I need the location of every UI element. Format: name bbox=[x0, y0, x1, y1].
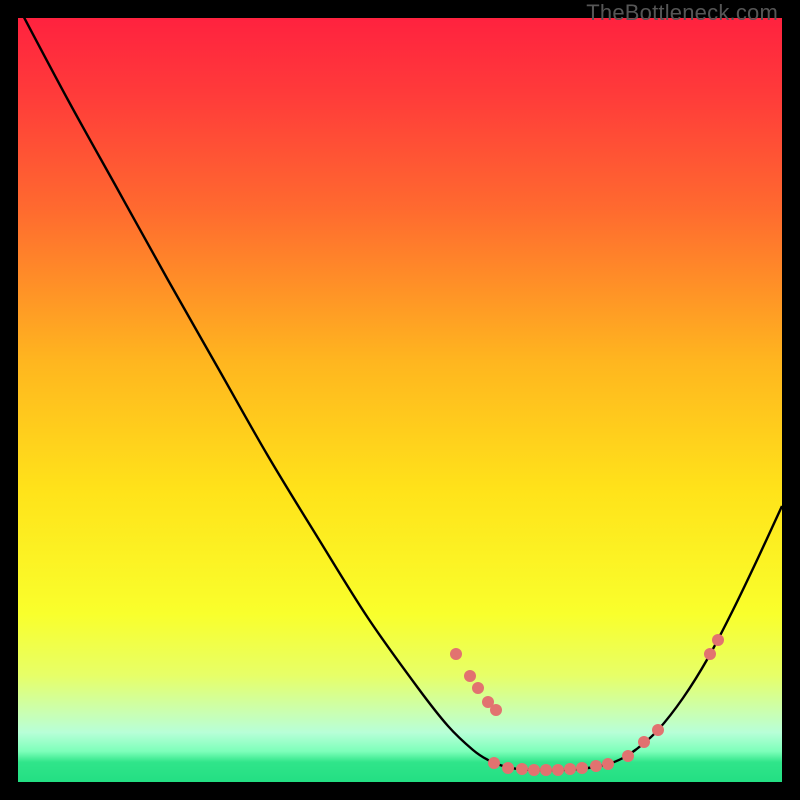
bottleneck-curve bbox=[18, 18, 782, 770]
curve-marker bbox=[528, 764, 540, 776]
plot-area bbox=[18, 18, 782, 782]
curve-marker bbox=[490, 704, 502, 716]
curve-marker bbox=[590, 760, 602, 772]
curve-marker bbox=[502, 762, 514, 774]
curve-marker bbox=[450, 648, 462, 660]
curve-marker bbox=[638, 736, 650, 748]
curve-marker bbox=[704, 648, 716, 660]
curve-marker bbox=[712, 634, 724, 646]
chart-container: TheBottleneck.com bbox=[0, 0, 800, 800]
curve-marker bbox=[540, 764, 552, 776]
curve-marker bbox=[622, 750, 634, 762]
curve-markers bbox=[450, 634, 724, 776]
curve-marker bbox=[652, 724, 664, 736]
curve-layer bbox=[18, 18, 782, 782]
curve-marker bbox=[564, 763, 576, 775]
curve-marker bbox=[552, 764, 564, 776]
curve-marker bbox=[516, 763, 528, 775]
watermark-text: TheBottleneck.com bbox=[586, 0, 778, 26]
curve-marker bbox=[464, 670, 476, 682]
curve-marker bbox=[488, 757, 500, 769]
curve-marker bbox=[602, 758, 614, 770]
curve-marker bbox=[576, 762, 588, 774]
curve-marker bbox=[472, 682, 484, 694]
